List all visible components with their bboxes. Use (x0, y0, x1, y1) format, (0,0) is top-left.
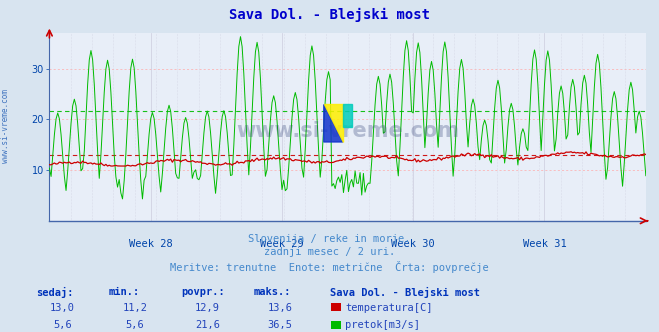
Text: povpr.:: povpr.: (181, 287, 225, 297)
Text: www.si-vreme.com: www.si-vreme.com (1, 89, 10, 163)
Text: Week 31: Week 31 (523, 239, 566, 249)
Text: www.si-vreme.com: www.si-vreme.com (236, 121, 459, 141)
Text: Sava Dol. - Blejski most: Sava Dol. - Blejski most (330, 287, 480, 298)
Text: pretok[m3/s]: pretok[m3/s] (345, 320, 420, 330)
Text: temperatura[C]: temperatura[C] (345, 303, 433, 313)
Polygon shape (324, 105, 343, 142)
Text: Week 30: Week 30 (391, 239, 435, 249)
Text: 11,2: 11,2 (123, 303, 148, 313)
Text: sedaj:: sedaj: (36, 287, 74, 298)
Text: zadnji mesec / 2 uri.: zadnji mesec / 2 uri. (264, 247, 395, 257)
Polygon shape (324, 105, 343, 142)
Text: Slovenija / reke in morje.: Slovenija / reke in morje. (248, 234, 411, 244)
Text: Week 29: Week 29 (260, 239, 304, 249)
Text: 12,9: 12,9 (195, 303, 220, 313)
Text: 13,6: 13,6 (268, 303, 293, 313)
Text: Meritve: trenutne  Enote: metrične  Črta: povprečje: Meritve: trenutne Enote: metrične Črta: … (170, 261, 489, 273)
Text: 5,6: 5,6 (53, 320, 72, 330)
Text: Sava Dol. - Blejski most: Sava Dol. - Blejski most (229, 8, 430, 23)
Text: Week 28: Week 28 (129, 239, 173, 249)
Polygon shape (343, 105, 353, 127)
Text: 13,0: 13,0 (50, 303, 75, 313)
Text: 36,5: 36,5 (268, 320, 293, 330)
Text: maks.:: maks.: (254, 287, 291, 297)
Text: 21,6: 21,6 (195, 320, 220, 330)
Text: min.:: min.: (109, 287, 140, 297)
Text: 5,6: 5,6 (126, 320, 144, 330)
